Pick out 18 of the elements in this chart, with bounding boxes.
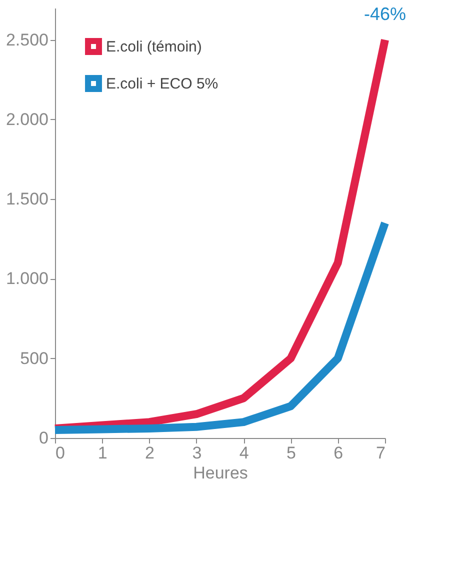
x-tick-label: 5: [286, 444, 296, 462]
y-tick-label: 1.000: [6, 269, 48, 288]
x-tick-label: 1: [98, 444, 108, 462]
x-tick-label: 0: [56, 444, 65, 462]
y-tick-label: 1.500: [6, 190, 48, 209]
x-tick-label: 2: [145, 444, 155, 462]
x-tick-label: 4: [239, 444, 249, 462]
y-tick-label: 2.000: [6, 110, 48, 129]
x-tick-label: 7: [376, 444, 386, 462]
y-tick-label: 2.500: [6, 30, 48, 50]
x-tick-label: 6: [334, 444, 344, 462]
annotation: -46%: [364, 4, 406, 24]
y-tick-label: 0: [39, 428, 48, 448]
legend-label: E.coli (témoin): [106, 38, 202, 56]
legend-label: E.coli + ECO 5%: [106, 76, 218, 92]
x-tick-label: 3: [192, 444, 202, 462]
x-axis-title: Heures: [193, 464, 248, 482]
y-tick-label: 500: [20, 348, 48, 368]
